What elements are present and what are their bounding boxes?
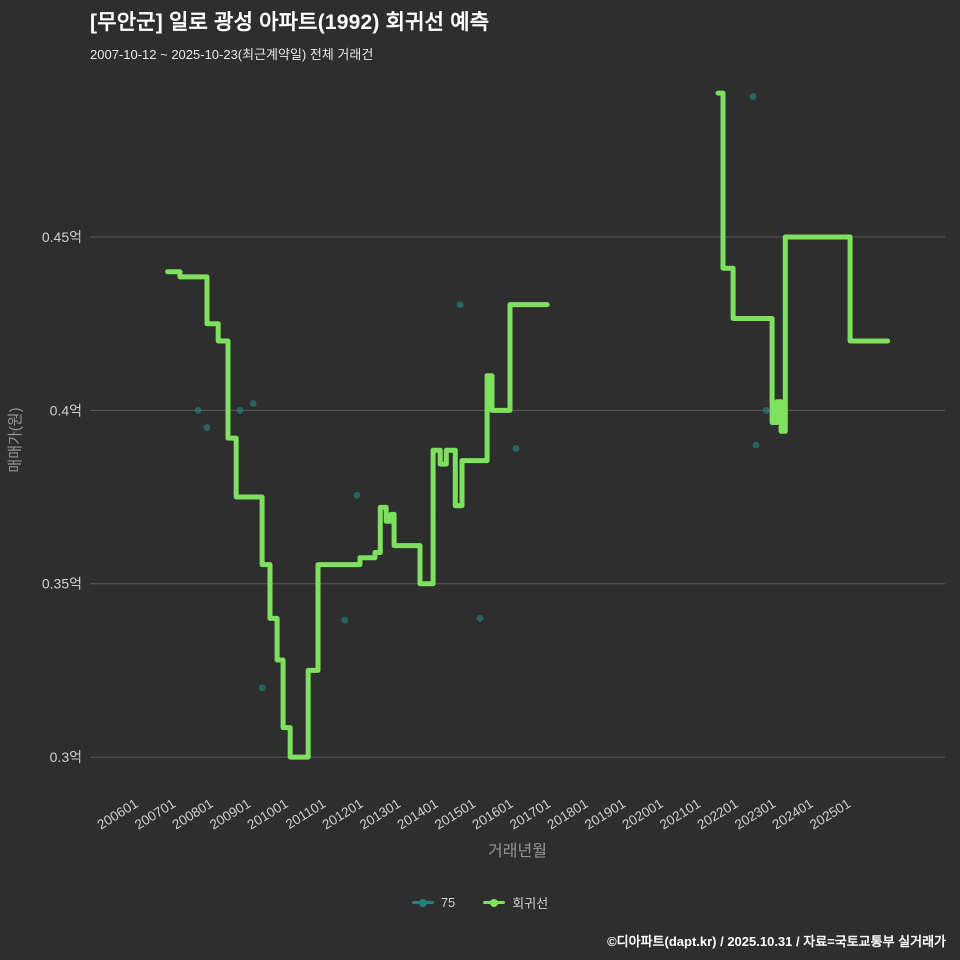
legend-marker-regression — [483, 898, 506, 907]
x-tick-label: 200901 — [207, 796, 253, 833]
y-tick-label: 0.45억 — [42, 229, 82, 245]
x-tick-label: 201901 — [582, 796, 628, 833]
legend-marker-75 — [411, 898, 434, 907]
legend-label-75: 75 — [440, 895, 456, 910]
chart-subtitle: 2007-10-12 ~ 2025-10-23(최근계약일) 전체 거래건 — [90, 47, 374, 62]
x-tick-label: 201401 — [395, 796, 441, 833]
x-tick-label: 200601 — [95, 796, 141, 833]
scatter-point — [194, 406, 202, 414]
x-tick-label: 202201 — [695, 796, 741, 833]
x-tick-label: 201801 — [545, 796, 591, 833]
x-tick-label: 202401 — [770, 796, 816, 833]
x-tick-label: 200701 — [132, 796, 178, 833]
scatter-point — [258, 684, 266, 692]
x-tick-label: 202301 — [732, 796, 778, 833]
legend: 75 회귀선 — [0, 893, 960, 912]
x-tick-label: 201501 — [432, 796, 478, 833]
x-tick-label: 201001 — [245, 796, 291, 833]
y-tick-label: 0.4억 — [50, 402, 82, 418]
legend-dot-regression — [490, 898, 499, 907]
scatter-point — [353, 491, 361, 499]
footer-credit: ©디아파트(dapt.kr) / 2025.10.31 / 자료=국토교통부 실… — [607, 934, 946, 949]
x-tick-label: 200801 — [170, 796, 216, 833]
scatter-point — [341, 616, 349, 624]
legend-label-regression: 회귀선 — [512, 896, 549, 911]
scatter-point — [762, 406, 770, 414]
regression-line-segment — [715, 90, 891, 434]
legend-item-regression[interactable]: 회귀선 — [483, 893, 548, 912]
scatter-point — [203, 424, 211, 432]
x-tick-label: 201201 — [320, 796, 366, 833]
scatter-point — [249, 400, 257, 407]
legend-item-75[interactable]: 75 — [411, 895, 456, 910]
y-tick-label: 0.3억 — [50, 749, 82, 765]
regression-line-segment — [165, 269, 550, 760]
x-axis-label: 거래년월 — [488, 842, 547, 860]
y-tick-label: 0.35억 — [42, 576, 82, 592]
scatter-point — [236, 406, 244, 414]
scatter-point — [512, 445, 520, 452]
x-tick-label: 201301 — [357, 796, 403, 833]
x-tick-label: 201601 — [470, 796, 516, 833]
legend-dot-75 — [418, 898, 427, 907]
x-tick-label: 202001 — [620, 796, 666, 833]
scatter-point — [749, 93, 757, 100]
y-axis-label: 매매가(원) — [7, 407, 24, 472]
x-tick-label: 202101 — [657, 796, 703, 833]
chart-title: [무안군] 일로 광성 아파트(1992) 회귀선 예측 — [90, 11, 490, 34]
scatter-point — [456, 301, 464, 309]
scatter-point — [476, 614, 484, 622]
x-tick-label: 201701 — [507, 796, 553, 833]
x-tick-label: 202501 — [807, 796, 853, 833]
x-tick-label: 201101 — [283, 796, 328, 832]
scatter-point — [752, 441, 760, 449]
